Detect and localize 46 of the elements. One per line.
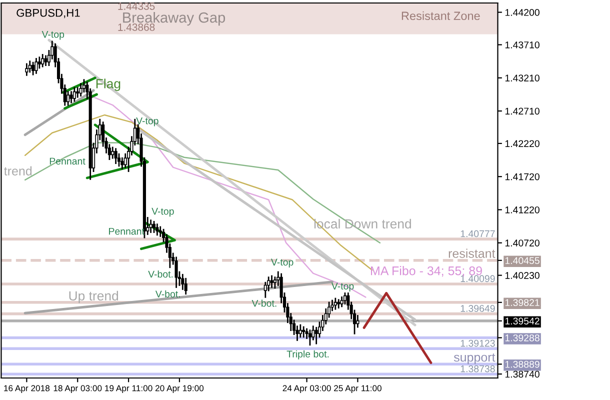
y-tick-label: 1.38889 [505,360,540,368]
x-tick-label: 19 Apr 11:00 [105,385,152,393]
annotation: Flag [96,78,120,91]
annotation: V-top [136,118,158,126]
y-tick-label: 1.40230 [505,272,540,279]
annotation: 1.43868 [118,24,155,31]
ref-line-label: 1.39123 [460,340,495,347]
ref-line-label: 1.40777 [460,230,495,238]
x-tick-label: 16 Apr 2018 [4,385,50,393]
y-tick-label: 1.39821 [505,299,540,306]
y-tick-label: 1.44200 [505,9,540,16]
x-tick-label: 18 Apr 03:00 [54,385,102,393]
band-label: Breakaway Gap [123,12,226,26]
annotation: V-top [331,282,354,292]
annotation: V-bot. [155,290,180,298]
y-tick-label: 1.41220 [505,206,540,214]
ref-line-label: support [454,353,496,364]
ref-line-label: 1.38738 [460,365,495,372]
y-tick-label: 1.40455 [505,257,540,264]
y-tick-label: 1.42220 [505,140,540,148]
annotation: Resistant Zone [402,11,480,20]
annotation: Up trend [69,290,118,304]
y-tick-label: 1.38740 [505,370,540,378]
annotation: V-bot. [148,270,173,278]
y-tick-label: 1.39288 [505,334,540,342]
annotation: V-top [152,208,174,217]
chart-title: GBPUSD,H1 [16,8,80,18]
y-tick-label: 1.42710 [505,108,540,115]
ref-line-label: 1.40099 [460,275,495,282]
annotation: trend [4,166,32,176]
ref-line-label: resistant [448,248,496,258]
y-tick-label: 1.39542 [505,318,540,325]
y-tick-label: 1.40720 [505,240,540,246]
x-tick-label: 25 Apr 11:00 [334,385,382,393]
annotation: 1.44335 [118,2,155,10]
annotation: V-top [42,31,64,40]
y-tick-label: 1.43710 [505,41,540,48]
annotation: V-top [270,258,294,268]
ref-line-label: 1.39649 [460,304,495,312]
x-tick-label: 24 Apr 03:00 [282,385,331,393]
y-tick-label: 1.43210 [505,74,540,82]
annotation: Triple bot. [286,350,329,360]
annotation: MA Fibo - 34; 55; 89 [371,266,482,277]
x-tick-label: 20 Apr 19:00 [155,385,204,393]
annotation: V-bot. [252,300,276,307]
y-tick-label: 1.41720 [505,173,540,180]
